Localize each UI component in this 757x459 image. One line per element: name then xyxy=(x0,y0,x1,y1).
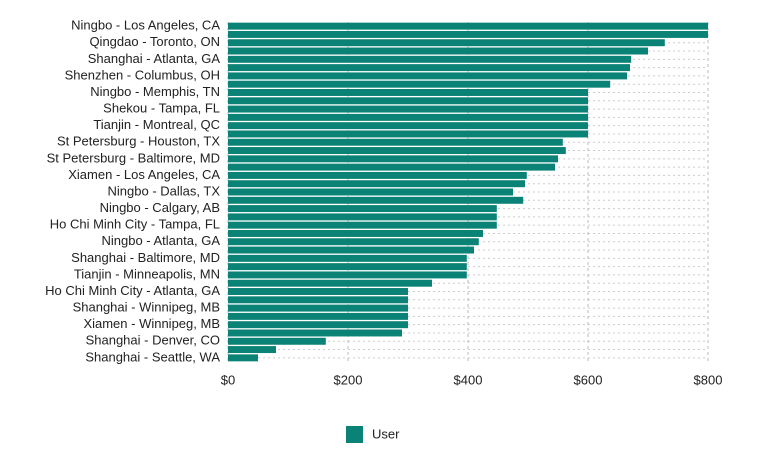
bar xyxy=(228,39,665,47)
y-tick-label: Xiamen - Los Angeles, CA xyxy=(68,167,220,182)
y-tick-label: Ho Chi Minh City - Tampa, FL xyxy=(50,217,220,232)
bar xyxy=(228,321,408,329)
y-tick-label: Shanghai - Atlanta, GA xyxy=(88,51,221,66)
bar xyxy=(228,138,563,146)
y-tick-label: St Petersburg - Houston, TX xyxy=(57,134,220,149)
y-tick-label: Tianjin - Montreal, QC xyxy=(93,117,220,132)
bar xyxy=(228,105,588,113)
bar xyxy=(228,147,566,155)
y-tick-label: Ho Chi Minh City - Atlanta, GA xyxy=(45,283,220,298)
bar xyxy=(228,113,588,121)
x-tick-label: $800 xyxy=(694,372,723,387)
bar xyxy=(228,205,497,213)
bar xyxy=(228,30,708,38)
bar xyxy=(228,221,497,229)
bar xyxy=(228,64,630,72)
x-tick-label: $600 xyxy=(574,372,603,387)
y-tick-label: Ningbo - Calgary, AB xyxy=(100,200,220,215)
bar xyxy=(228,279,432,287)
bar xyxy=(228,346,276,354)
y-tick-label: Shanghai - Winnipeg, MB xyxy=(73,300,220,315)
bar xyxy=(228,246,474,254)
bar xyxy=(228,329,402,337)
y-tick-label: St Petersburg - Baltimore, MD xyxy=(47,150,220,165)
bar xyxy=(228,254,467,262)
bar xyxy=(228,163,555,171)
y-tick-label: Ningbo - Los Angeles, CA xyxy=(71,18,220,33)
bar xyxy=(228,354,258,362)
bar xyxy=(228,171,527,179)
y-tick-label: Shekou - Tampa, FL xyxy=(103,101,220,116)
bar xyxy=(228,304,408,312)
bar xyxy=(228,188,513,196)
bar xyxy=(228,80,611,88)
bar xyxy=(228,122,588,130)
bar xyxy=(228,72,627,80)
y-tick-label: Tianjin - Minneapolis, MN xyxy=(74,266,220,281)
bar xyxy=(228,130,588,138)
bar xyxy=(228,55,632,63)
y-tick-label: Ningbo - Atlanta, GA xyxy=(101,233,220,248)
bar xyxy=(228,238,479,246)
y-tick-label: Xiamen - Winnipeg, MB xyxy=(83,316,220,331)
y-tick-label: Shanghai - Seattle, WA xyxy=(85,349,220,364)
x-tick-label: $200 xyxy=(334,372,363,387)
bar xyxy=(228,229,483,237)
y-tick-label: Shanghai - Denver, CO xyxy=(86,333,220,348)
bar xyxy=(228,337,326,345)
bar xyxy=(228,213,497,221)
legend-label: User xyxy=(372,426,400,441)
bar xyxy=(228,196,524,204)
legend-swatch xyxy=(346,426,363,443)
x-tick-label: $0 xyxy=(221,372,235,387)
bar xyxy=(228,97,588,105)
bar xyxy=(228,263,467,271)
y-tick-label: Shanghai - Baltimore, MD xyxy=(71,250,220,265)
y-tick-label: Qingdao - Toronto, ON xyxy=(89,34,220,49)
y-tick-label: Ningbo - Dallas, TX xyxy=(108,183,221,198)
bar xyxy=(228,312,408,320)
x-tick-label: $400 xyxy=(454,372,483,387)
bar xyxy=(228,22,708,30)
bar xyxy=(228,155,558,163)
bar xyxy=(228,89,588,96)
bar xyxy=(228,288,408,295)
bar xyxy=(228,180,525,188)
bar xyxy=(228,296,408,304)
y-tick-label: Ningbo - Memphis, TN xyxy=(90,84,220,99)
bar xyxy=(228,271,467,279)
y-tick-label: Shenzhen - Columbus, OH xyxy=(65,67,220,82)
bar xyxy=(228,47,648,55)
